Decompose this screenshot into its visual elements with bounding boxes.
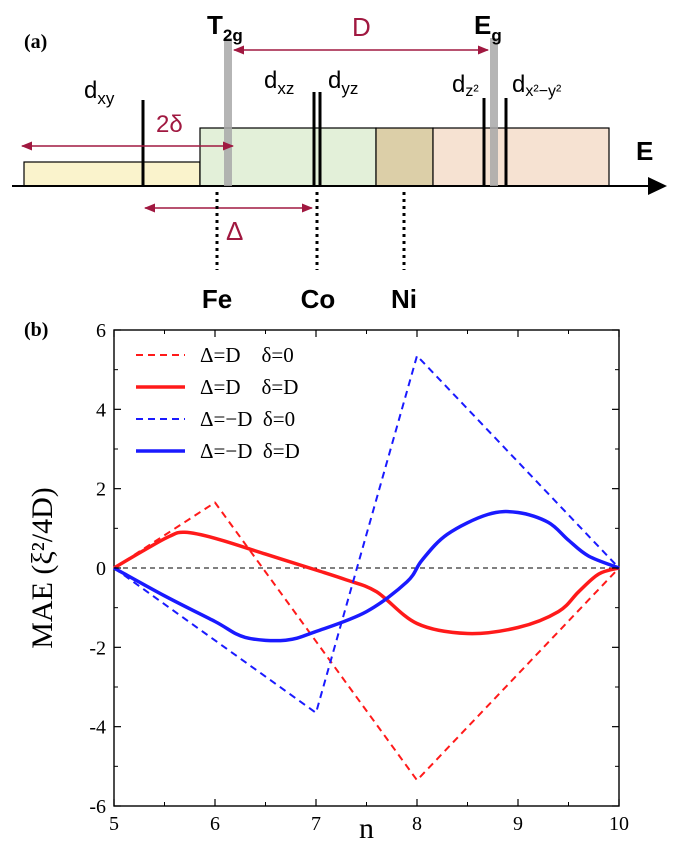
series-line-3 (113, 354, 620, 714)
y-tick-label: -2 (89, 637, 106, 659)
band-dxy (23, 161, 201, 187)
legend-label-1: Δ=D δ=0 (200, 343, 294, 367)
x-tick-label: 6 (210, 813, 220, 835)
legend-label-2: Δ=D δ=D (200, 375, 298, 399)
plot-area (113, 329, 620, 807)
x-tick-label: 5 (109, 813, 119, 835)
element-label-fe: Fe (202, 284, 232, 314)
panel-a-label: (a) (24, 31, 47, 53)
plot-ticks: 5 6 7 8 9 10 -6 -4 -2 0 2 4 6 (89, 320, 629, 835)
series-line-4 (113, 509, 620, 643)
x-tick-label: 9 (513, 813, 523, 835)
legend: Δ=D δ=0 Δ=D δ=D Δ=−D δ=0 Δ=−D δ=D (136, 343, 300, 463)
y-axis-label: MAE (ξ²/4D) (26, 487, 59, 649)
panel-a: (a) E T2g Eg dxy dxz dyz dz² dx²−y² D (12, 10, 667, 314)
plot-series (113, 354, 620, 782)
dx2y2-label: dx²−y² (512, 71, 562, 100)
y-tick-label: 4 (96, 399, 106, 421)
series-line-1 (113, 501, 620, 782)
element-label-ni: Ni (391, 284, 417, 314)
energy-axis-label: E (636, 136, 653, 166)
x-tick-label: 10 (609, 813, 629, 835)
element-label-co: Co (301, 284, 336, 314)
d-arrow-label: D (352, 12, 371, 42)
panel-b-label: (b) (24, 319, 48, 341)
two-delta-label: 2δ (156, 111, 183, 138)
band-eg (432, 127, 610, 187)
legend-label-3: Δ=−D δ=0 (200, 407, 295, 431)
t2g-center-line (224, 38, 232, 186)
energy-axis-arrowhead (648, 177, 667, 195)
y-tick-label: -4 (89, 717, 106, 739)
dz2-label: dz² (452, 71, 479, 100)
dxy-label: dxy (84, 77, 115, 108)
dyz-label: dyz (328, 67, 358, 98)
y-tick-label: 2 (96, 479, 106, 501)
y-tick-label: 0 (96, 558, 106, 580)
band-overlap (375, 127, 434, 187)
eg-label: Eg (474, 10, 502, 45)
panel-b: (b) 5 6 7 8 9 10 -6 -4 -2 0 2 4 6 Δ=D δ=0 Δ=D δ=D Δ=−D… (24, 319, 629, 845)
x-tick-label: 8 (412, 813, 422, 835)
dxz-label: dxz (264, 67, 294, 98)
legend-label-4: Δ=−D δ=D (200, 439, 300, 463)
t2g-label: T2g (207, 10, 243, 45)
delta-arrow-label: Δ (226, 216, 243, 246)
y-tick-label: 6 (96, 320, 106, 342)
y-tick-label: -6 (89, 796, 106, 818)
eg-center-line (490, 38, 498, 186)
x-tick-label: 7 (311, 813, 321, 835)
x-axis-label: n (359, 812, 374, 845)
series-line-2 (113, 530, 620, 636)
